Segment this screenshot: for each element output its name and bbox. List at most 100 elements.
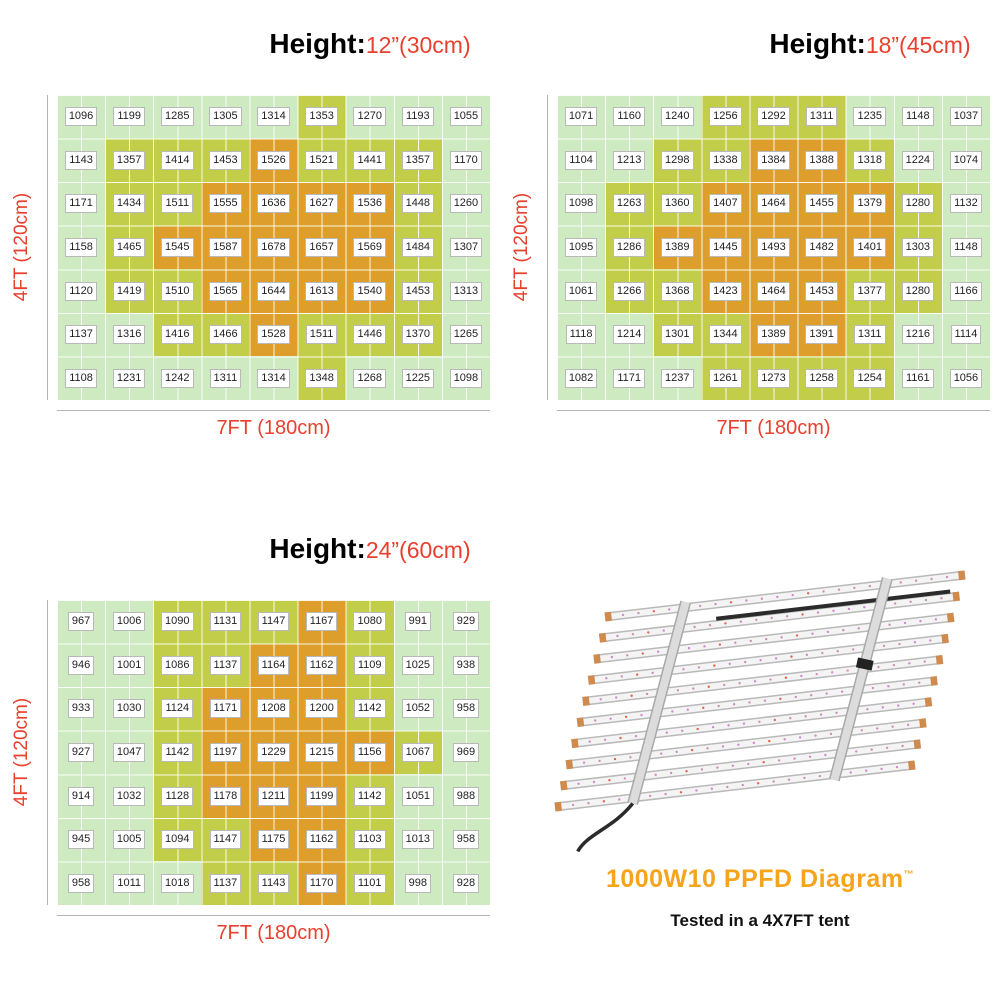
led-dot	[734, 641, 737, 644]
heatmap-cell: 1148	[941, 225, 990, 270]
ppfd-value: 1464	[757, 281, 790, 301]
heatmap-cell: 1379	[845, 182, 894, 226]
heatmap-cell: 1193	[393, 95, 442, 139]
led-dot	[727, 724, 730, 727]
ppfd-chart-18in: Height:18”(45cm) 4FT (120cm) 1071 1160 124…	[500, 0, 1000, 460]
heatmap-cell: 1240	[653, 95, 702, 139]
ppfd-value: 1484	[401, 237, 435, 257]
led-dot	[815, 672, 818, 676]
led-dot	[888, 623, 891, 626]
heatmap-cell: 1344	[701, 312, 750, 357]
heatmap-cell: 1360	[653, 182, 702, 226]
heatmap-cell: 1318	[845, 138, 894, 183]
heatmap-cell: 958	[57, 861, 106, 905]
ppfd-value: 1256	[709, 107, 742, 127]
ppfd-value: 928	[452, 873, 480, 893]
led-dot	[923, 660, 926, 663]
led-dot	[669, 771, 673, 775]
heatmap-cell: 1104	[557, 138, 606, 183]
led-dot	[764, 637, 768, 641]
led-dot	[620, 675, 623, 678]
led-dot	[696, 727, 699, 731]
ppfd-value: 929	[452, 612, 480, 632]
led-dot	[909, 600, 912, 604]
heatmap-cell: 1166	[941, 269, 990, 313]
ppfd-value: 1453	[805, 281, 838, 301]
led-dot	[706, 747, 709, 750]
bar-end-cap	[946, 612, 955, 623]
led-dot	[626, 654, 629, 657]
ppfd-value: 1511	[305, 325, 338, 345]
heatmap-cell: 1263	[605, 182, 654, 226]
ppfd-value: 1401	[853, 237, 886, 257]
ppfd-value: 946	[67, 655, 95, 675]
led-dot	[803, 776, 806, 780]
ppfd-value: 1657	[305, 237, 338, 257]
ppfd-value: 1482	[805, 237, 838, 257]
led-dot	[660, 752, 663, 755]
led-dot	[899, 581, 902, 584]
led-dot	[602, 800, 606, 803]
led-dot	[763, 699, 767, 702]
heatmap-grid: 1071 1160 1240 1256 1292 1311 1235 1148 1037 1104…	[557, 95, 990, 400]
ppfd-value: 1414	[161, 150, 194, 170]
bar-end-cap	[924, 697, 933, 707]
heatmap-cell: 1170	[297, 861, 346, 905]
led-dot	[882, 644, 886, 648]
heatmap-cell: 1052	[393, 687, 442, 731]
ppfd-value: 1466	[209, 325, 242, 345]
heatmap-cell: 1280	[893, 182, 942, 226]
led-dot	[582, 761, 586, 764]
ppfd-value: 1229	[257, 742, 290, 762]
led-dot	[885, 746, 889, 749]
ppfd-value: 1493	[757, 237, 790, 257]
ppfd-value: 1314	[257, 368, 290, 388]
heatmap-cell: 1357	[105, 138, 154, 183]
led-dot	[779, 697, 782, 701]
led-dot	[880, 767, 883, 771]
ppfd-value: 1260	[449, 194, 483, 214]
x-axis-line	[57, 410, 490, 411]
heatmap-cell: 1006	[105, 600, 154, 644]
heatmap-cell: 1147	[201, 817, 250, 862]
led-dot	[637, 611, 640, 615]
ppfd-value: 1344	[709, 325, 742, 345]
led-dot	[940, 597, 943, 600]
led-dot	[631, 633, 635, 636]
heatmap-cell: 1237	[653, 356, 702, 400]
ppfd-value: 1379	[853, 194, 886, 214]
led-dot	[855, 750, 858, 753]
led-dot	[711, 725, 715, 729]
led-dot	[587, 801, 590, 805]
heatmap-cell: 1213	[605, 138, 654, 183]
ppfd-value: 1199	[305, 786, 338, 806]
ppfd-value: 1158	[65, 237, 97, 257]
heatmap-cell: 969	[441, 730, 490, 775]
heatmap-cell: 1311	[845, 312, 894, 357]
ppfd-value: 1446	[353, 325, 386, 345]
heatmap-cell: 928	[441, 861, 490, 905]
ppfd-value: 1047	[112, 742, 146, 762]
ppfd-value: 998	[404, 873, 431, 893]
bar-end-cap	[598, 632, 607, 643]
ppfd-value: 1357	[112, 150, 146, 170]
heatmap-cell: 1171	[605, 356, 654, 400]
heatmap-cell: 1441	[345, 138, 394, 183]
led-dot	[652, 610, 656, 613]
led-dot	[826, 630, 830, 634]
led-dot	[742, 722, 746, 725]
bar-end-cap	[582, 696, 590, 706]
grow-light-illustration	[554, 570, 966, 853]
ppfd-value: 1199	[113, 107, 145, 127]
heatmap-cell: 1143	[57, 138, 106, 183]
heatmap-cell: 1018	[153, 861, 202, 905]
heatmap-cell: 1370	[393, 312, 442, 357]
ppfd-value: 1419	[112, 281, 146, 301]
ppfd-value: 1270	[353, 107, 386, 127]
heatmap-cell: 1466	[201, 312, 250, 357]
led-dot	[629, 756, 632, 759]
led-dot	[773, 718, 777, 722]
x-axis-label: 7FT (180cm)	[216, 417, 331, 439]
ppfd-value: 1095	[564, 237, 598, 257]
heatmap-cell: 1270	[345, 95, 394, 139]
